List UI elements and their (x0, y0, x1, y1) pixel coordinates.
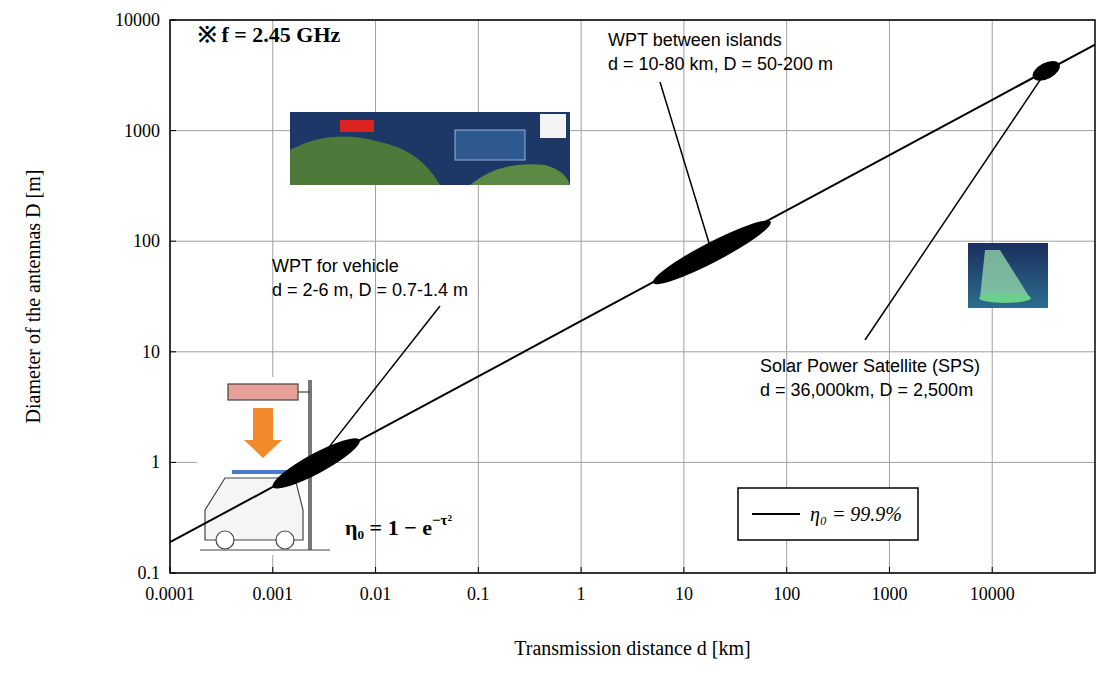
annotation-label: Solar Power Satellite (SPS) (760, 356, 980, 376)
leader-line (660, 82, 712, 252)
annotation-detail: d = 36,000km, D = 2,500m (760, 380, 973, 400)
islands-inset (455, 130, 525, 160)
y-grid-line (170, 241, 1095, 242)
y-tick-label: 10 (142, 342, 160, 362)
x-tick-label: 1 (577, 584, 586, 604)
x-grid-line (683, 20, 684, 573)
vehicle-road (200, 549, 330, 550)
x-tick-label: 0.1 (467, 584, 490, 604)
x-grid-line (581, 20, 582, 573)
y-grid-line (170, 351, 1095, 352)
legend-label: η₀ = 99.9% (810, 503, 902, 526)
annotation-label: WPT for vehicle (272, 256, 399, 276)
islands-land (470, 164, 570, 185)
islands-land (290, 137, 440, 185)
x-tick-label: 0.01 (360, 584, 392, 604)
x-tick (786, 567, 787, 573)
islands-marker (340, 120, 374, 132)
x-tick (375, 567, 376, 573)
x-tick (683, 567, 684, 573)
illustrations (197, 112, 1048, 555)
y-tick (170, 130, 176, 131)
range-blob (1029, 57, 1063, 85)
x-tick-label: 1000 (871, 584, 907, 604)
x-grid-line (478, 20, 479, 573)
annotation-detail: d = 10-80 km, D = 50-200 m (608, 54, 833, 74)
formula-base: η₀ = 1 − e (345, 515, 432, 540)
y-tick (170, 241, 176, 242)
formula-exponent: −τ² (432, 512, 452, 528)
plot-data (170, 45, 1095, 543)
x-tick-label: 10000 (970, 584, 1015, 604)
vehicle-wheel (216, 531, 234, 549)
vehicle-arm (298, 391, 310, 392)
plot-frame (170, 20, 1095, 573)
vehicle-body (205, 478, 303, 540)
x-tick-label: 0.001 (253, 584, 294, 604)
annotation-label: WPT between islands (608, 30, 782, 50)
annotation-detail: d = 2-6 m, D = 0.7-1.4 m (272, 280, 468, 300)
x-tick-label: 10 (675, 584, 693, 604)
legend: η₀ = 99.9% (738, 488, 918, 540)
sps-picture (968, 243, 1048, 308)
vehicle-wheel (276, 531, 294, 549)
x-tick-label: 100 (773, 584, 800, 604)
y-tick (170, 351, 176, 352)
vehicle-receiver (232, 470, 290, 474)
y-axis-title: Diameter of the antennas D [m] (22, 170, 44, 424)
y-tick-label: 1 (151, 452, 160, 472)
y-tick-label: 0.1 (138, 563, 161, 583)
y-tick-label: 1000 (124, 121, 160, 141)
x-tick (889, 567, 890, 573)
x-tick (272, 567, 273, 573)
sps-beam (980, 250, 1030, 298)
x-tick (478, 567, 479, 573)
series-line (170, 45, 1095, 543)
legend-swatch (752, 513, 800, 515)
legend-box (738, 488, 918, 540)
x-tick (992, 567, 993, 573)
islands-picture (290, 112, 570, 185)
range-blob (268, 431, 364, 496)
chart: 0.0001 0.001 0.01 0.1 1 10 100 1000 10000 0.1 1 10 1… (0, 0, 1106, 688)
formula: η₀ = 1 − e−τ² (345, 512, 452, 540)
vehicle-transmitter (228, 384, 298, 400)
leader-line (316, 306, 440, 463)
vehicle-arrow (244, 408, 282, 458)
y-tick-label: 10000 (115, 10, 160, 30)
islands-inset (540, 114, 566, 138)
x-axis-title: Transmission distance d [km] (514, 637, 750, 659)
sps-rectenna (979, 293, 1031, 303)
y-tick-label: 100 (133, 231, 160, 251)
title: ※ f = 2.45 GHz (198, 22, 341, 47)
grid (170, 20, 1095, 573)
range-blob (648, 213, 775, 292)
leader-line (865, 71, 1046, 340)
y-tick (170, 462, 176, 463)
x-tick-label: 0.0001 (145, 584, 195, 604)
x-tick (581, 567, 582, 573)
